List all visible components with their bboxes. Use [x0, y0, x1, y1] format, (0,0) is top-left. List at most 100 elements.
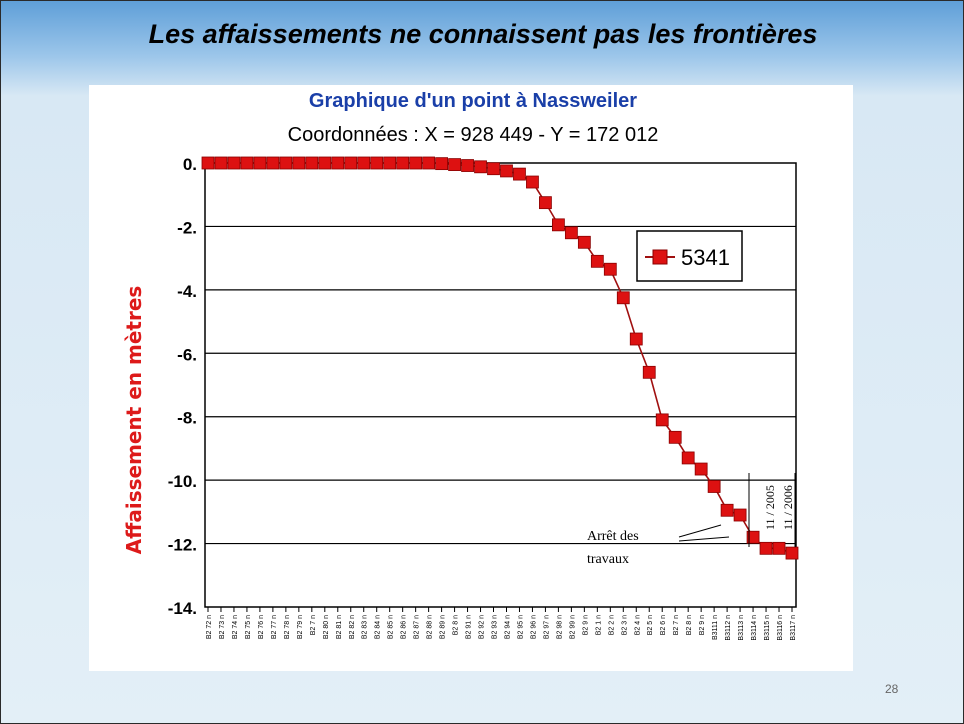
x-tick-label: B2 79 n: [297, 615, 304, 639]
data-point: [668, 430, 682, 444]
data-point: [733, 508, 747, 522]
y-tick-label: 0.: [183, 155, 197, 174]
data-point: [409, 156, 423, 170]
y-tick-label: -2.: [177, 218, 197, 237]
legend: 5341: [636, 230, 743, 282]
y-tick-label: -12.: [168, 536, 197, 555]
data-point: [422, 156, 436, 170]
data-point: [318, 156, 332, 170]
x-tick-label: B3111 n: [712, 615, 719, 640]
x-tick-label: B2 81 n: [336, 615, 343, 639]
data-point: [655, 413, 669, 427]
x-tick-label: B2 91 n: [466, 615, 473, 639]
x-tick-label: B2 75 n: [245, 615, 252, 639]
data-point: [435, 157, 449, 171]
x-tick-label: B2 93 n: [492, 615, 499, 639]
x-tick-label: B2 7 n: [310, 615, 317, 635]
x-tick-label: B2 73 n: [219, 615, 226, 639]
x-tick-label: B3112 n: [725, 615, 732, 641]
chart-svg: 0. -2. -4. -6. -8. -10. -12. -14. B2 72 n B2 73 n…: [122, 90, 799, 641]
x-tick-label: B2 85 n: [388, 615, 395, 639]
x-tick-label: B2 8 n: [686, 615, 693, 635]
annotation-date-2005: 11 / 2005: [763, 485, 777, 530]
x-tick-label: B2 82 n: [349, 615, 356, 639]
data-point: [266, 156, 280, 170]
annotation-stop-line2: travaux: [587, 552, 629, 567]
data-point: [240, 156, 254, 170]
x-tick-label: B2 98 n: [556, 615, 563, 639]
x-tick-label: B2 2 n: [608, 615, 615, 635]
x-tick-label: B2 9 n: [582, 615, 589, 635]
data-point: [357, 156, 371, 170]
data-point: [292, 156, 306, 170]
data-point: [590, 254, 604, 268]
annotation-arrow-1: [678, 524, 722, 538]
y-tick-label: -6.: [177, 345, 197, 364]
x-tick-label: B2 5 n: [647, 615, 654, 635]
x-tick-label: B2 84 n: [375, 615, 382, 639]
x-tick-label: B2 97 n: [543, 615, 550, 639]
x-tick-label: B2 83 n: [362, 615, 369, 639]
x-tick-label: B2 94 n: [504, 615, 511, 639]
data-point: [253, 156, 267, 170]
data-point: [331, 156, 345, 170]
chart-panel: 0. -2. -4. -6. -8. -10. -12. -14. B2 72 n B2 73 n…: [89, 85, 853, 671]
data-point: [577, 235, 591, 249]
data-point: [616, 291, 630, 305]
annotation-arrow-2: [678, 536, 730, 542]
x-tick-label: B2 7 n: [673, 615, 680, 635]
data-point: [629, 332, 643, 346]
annotation-date-2006: 11 / 2006: [781, 485, 795, 530]
x-tick-label: B3114 n: [751, 615, 758, 641]
data-point: [759, 541, 773, 555]
data-point: [474, 160, 487, 174]
x-tick-label: B2 77 n: [271, 615, 278, 639]
x-tick-label: B2 96 n: [530, 615, 537, 639]
chart-subtitle: Coordonnées : X = 928 449 - Y = 172 012: [288, 124, 659, 146]
data-point: [344, 156, 358, 170]
x-tick-label: B2 87 n: [414, 615, 421, 639]
data-point: [642, 365, 656, 379]
data-point: [564, 226, 578, 240]
data-point: [694, 462, 708, 476]
labels-layer: 0. -2. -4. -6. -8. -10. -12. -14. B2 72 n B2 73 n…: [168, 155, 797, 641]
legend-label: 5341: [681, 245, 730, 270]
data-point: [201, 156, 215, 170]
x-tick-label: B2 6 n: [660, 615, 667, 635]
x-tick-label: B3116 n: [777, 615, 784, 641]
data-point: [551, 218, 565, 232]
data-point: [772, 541, 786, 555]
data-point: [487, 162, 500, 176]
x-tick-label: B2 86 n: [401, 615, 408, 639]
x-tick-label: B2 78 n: [284, 615, 291, 639]
data-point: [448, 158, 461, 171]
x-tick-label: B2 89 n: [440, 615, 447, 639]
data-point: [214, 156, 228, 170]
data-point: [461, 159, 474, 172]
page-number: 28: [885, 682, 899, 696]
x-tick-label: B2 95 n: [517, 615, 524, 639]
x-tick-label: B2 74 n: [232, 615, 239, 639]
data-point: [370, 156, 384, 170]
x-tick-label: B2 76 n: [258, 615, 265, 639]
x-tick-label: B3113 n: [738, 615, 745, 641]
data-point: [396, 156, 410, 170]
x-tick-label: B3115 n: [764, 615, 771, 641]
x-tick-label: B2 3 n: [621, 615, 628, 635]
data-point: [603, 262, 617, 276]
series-layer: [201, 156, 799, 560]
x-tick-label: B2 92 n: [479, 615, 486, 639]
annotation-stop-line1: Arrêt des: [587, 529, 639, 544]
plot-area: [204, 162, 797, 608]
data-point: [500, 164, 513, 178]
data-point: [539, 196, 552, 210]
data-point: [707, 480, 721, 493]
y-axis-label: Affaissement en mètres: [122, 286, 146, 555]
data-point: [513, 167, 526, 181]
y-tick-label: -8.: [177, 409, 197, 428]
data-point: [681, 451, 695, 465]
annotation-group: Arrêt des travaux 11 / 2005 11 / 2006: [587, 473, 796, 567]
x-tick-label: B2 8 n: [453, 615, 460, 635]
data-point: [785, 546, 799, 560]
